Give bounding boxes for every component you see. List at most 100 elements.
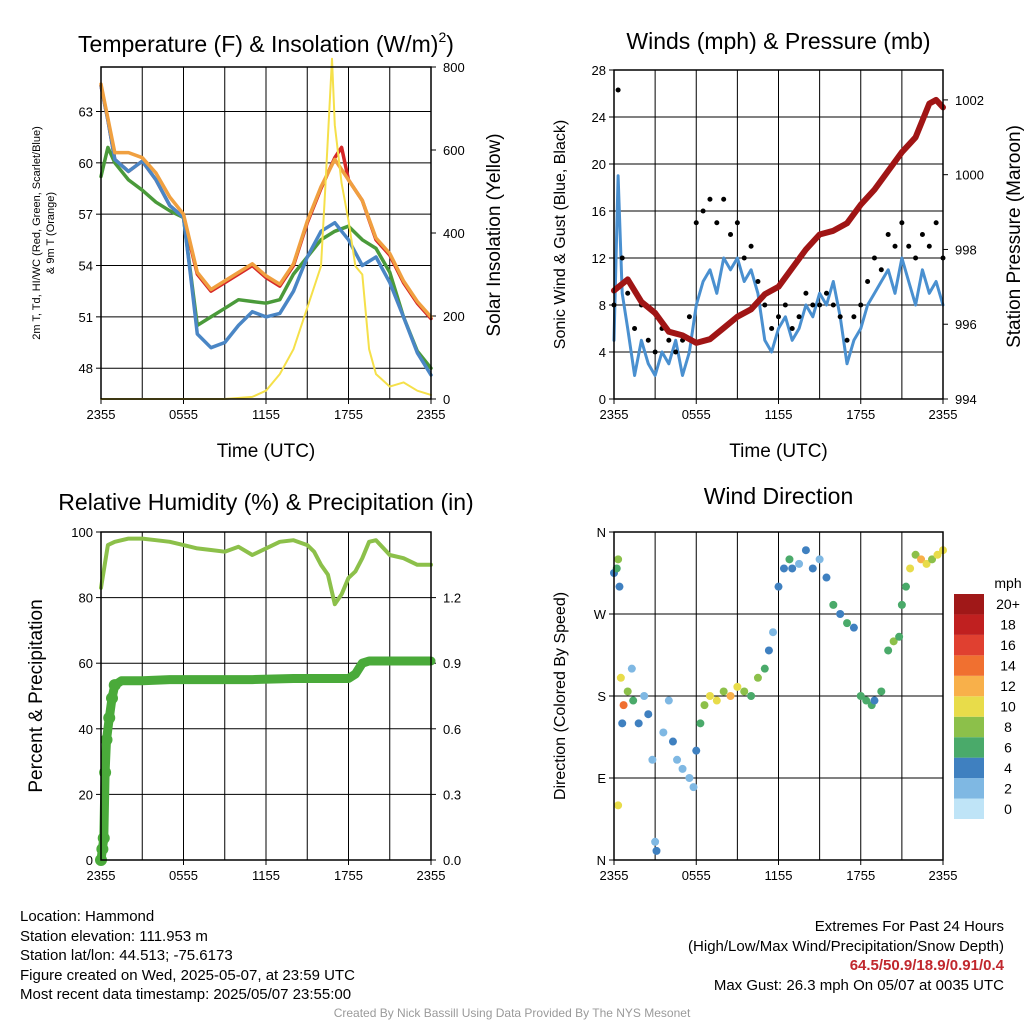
direction-point [764,646,773,655]
gust-point [913,255,919,261]
x-axis-label: Time (UTC) [729,441,828,462]
series-line-1 [99,536,433,607]
direction-point [901,582,910,591]
y-tick-label: 16 [592,204,606,219]
y-tick-label: 51 [79,310,93,325]
gust-point [748,243,754,249]
y-tick-label: N [597,853,606,868]
direction-point [673,755,682,764]
title-superscript: 2 [438,29,446,45]
x-tick-label: 1155 [252,407,280,422]
x-tick-label: 2355 [417,407,446,422]
y-tick-label: 54 [79,259,93,274]
y-tick-label: 8 [599,298,606,313]
gust-point [652,349,658,355]
y2-tick-label: 400 [443,226,465,241]
direction-point [815,555,824,564]
direction-point [917,555,926,564]
direction-point [808,564,817,573]
gust-point [741,255,747,261]
gust-point [865,279,871,284]
direction-point [692,746,701,755]
direction-point [911,550,920,559]
figure-created: Figure created on Wed, 2025-05-07, at 23… [20,966,355,984]
gust-point [728,232,734,237]
extremes-subtitle: (High/Low/Max Wind/Precipitation/Snow De… [688,937,1004,955]
plot-frame [100,66,432,400]
colorbar-label: 6 [1004,739,1012,755]
direction-point [678,764,687,773]
direction-point [726,692,735,700]
gust-point [885,232,891,237]
y2-tick-label: 0.3 [443,787,461,802]
direction-point [668,737,677,746]
y-tick-label: 60 [79,156,93,171]
series-line-1 [612,174,945,377]
series-line-4 [99,82,433,319]
series-line-2 [96,656,436,865]
x-tick-label: 2355 [600,407,629,422]
direction-point [712,696,721,705]
gust-point [755,279,761,284]
y-tick-label: 28 [592,63,606,78]
colorbar-label: 20+ [996,596,1020,612]
direction-point [801,546,810,555]
gust-point [615,87,621,93]
series-line-3 [99,84,433,377]
y2-tick-label: 200 [443,309,465,324]
x-tick-label: 2355 [87,407,116,422]
direction-point [870,696,879,705]
direction-point [877,687,886,696]
direction-point [696,719,705,728]
y-tick-label: 60 [79,656,93,671]
gust-point [823,290,829,296]
x-tick-label: 2355 [929,868,958,883]
colorbar-swatch [954,716,984,738]
direction-point [849,623,858,632]
direction-point [856,692,865,700]
gust-point [926,243,932,249]
y2-axis-label: Solar Insolation (Yellow) [484,133,505,336]
station-elevation: Station elevation: 111.953 m [20,927,208,945]
y-axis-label: 2m T, Td, HI/WC (Red, Green, Scarlet/Blu… [31,126,43,340]
direction-point [740,687,749,696]
direction-point [664,696,673,705]
gust-point [714,220,720,226]
precip-point [103,711,116,724]
credit-line: Created By Nick Bassill Using Data Provi… [333,1006,691,1020]
x-tick-label: 1755 [334,868,363,883]
direction-point [779,564,788,573]
colorbar-label: 8 [1004,719,1012,735]
colorbar-swatch [954,594,984,615]
gust-point [933,220,939,226]
direction-point [922,559,931,568]
y-axis-label: Percent & Precipitation [26,599,47,792]
gust-point [899,220,905,226]
y-tick-label: 12 [592,251,606,266]
direction-point [822,573,831,582]
colorbar-unit: mph [994,575,1021,591]
direction-point [753,673,762,682]
direction-point [733,682,742,691]
direction-point [629,696,638,705]
direction-point [769,628,778,637]
direction-point [659,728,668,737]
colorbar-label: 4 [1004,760,1012,776]
gust-point [837,314,843,320]
direction-point [689,783,698,792]
direction-point [644,710,653,719]
gust-point [625,290,631,296]
colorbar-label: 0 [1004,801,1012,817]
x-tick-label: 0555 [682,868,711,883]
direction-point [829,600,838,609]
gust-point [686,314,692,320]
y-axis-label-line2: & 9m T (Orange) [45,192,57,274]
y-tick-label: 20 [79,787,93,802]
y-tick-label: 80 [79,591,93,606]
title-close: ) [446,31,454,57]
x-tick-label: 2355 [600,868,629,883]
x-tick-label: 1755 [846,407,875,422]
y2-tick-label: 0.0 [443,853,461,868]
gust-point [871,255,877,261]
